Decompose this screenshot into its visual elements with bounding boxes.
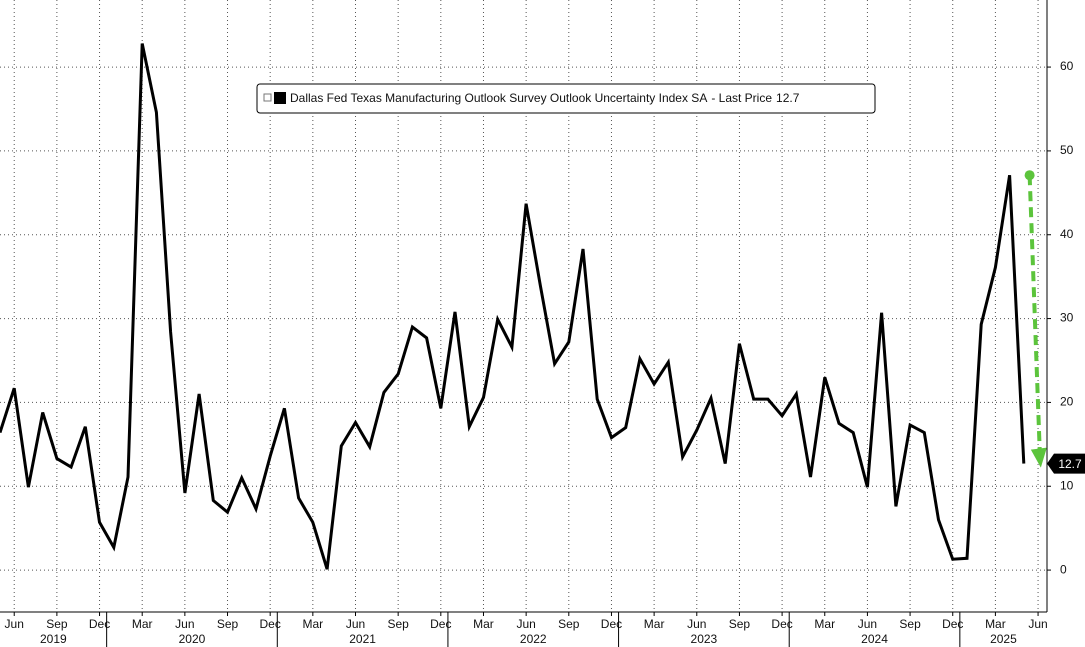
legend-box [256,83,876,114]
x-tick-label: Jun [516,617,535,631]
year-label: 2022 [520,632,547,646]
year-label: 2025 [990,632,1017,646]
last-price-tag [1047,453,1085,474]
x-tick-label: Dec [260,617,281,631]
x-tick-label: Sep [729,617,751,631]
x-tick-label: Dec [430,617,451,631]
x-tick-label: Jun [1028,617,1047,631]
y-tick-label: 60 [1060,59,1074,73]
legend: Dallas Fed Texas Manufacturing Outlook S… [256,83,876,114]
x-tick-label: Sep [899,617,921,631]
year-label: 2021 [349,632,376,646]
x-tick-label: Sep [558,617,580,631]
trend-arrow [1027,175,1042,454]
year-label: 2020 [179,632,206,646]
x-tick-label: Sep [46,617,68,631]
x-tick-label: Sep [217,617,239,631]
x-tick-label: Jun [5,617,24,631]
x-tick-label: Jun [346,617,365,631]
legend-name: Dallas Fed Texas Manufacturing Outlook S… [290,91,707,105]
x-tick-label: Jun [175,617,194,631]
x-tick-label: Mar [644,617,665,631]
legend-text: Dallas Fed Texas Manufacturing Outlook S… [290,91,800,105]
year-label: 2024 [861,632,888,646]
y-tick-label: 40 [1060,227,1074,241]
x-tick-label: Dec [771,617,792,631]
x-tick-label: Dec [601,617,622,631]
legend-swatch [274,92,286,104]
x-tick-label: Dec [942,617,963,631]
y-tick-label: 0 [1060,562,1067,576]
last-price-label: 12.7 [1058,457,1082,471]
x-tick-label: Mar [132,617,153,631]
x-tick-label: Mar [814,617,835,631]
year-label: 2019 [40,632,67,646]
x-tick-label: Sep [387,617,409,631]
year-label: 2023 [691,632,718,646]
x-tick-label: Mar [985,617,1006,631]
arrow-head [1030,447,1047,468]
x-tick-label: Mar [303,617,324,631]
x-tick-label: Jun [687,617,706,631]
legend-expander [263,93,272,102]
x-tick-label: Mar [473,617,494,631]
x-tick-label: Dec [89,617,110,631]
legend-last: 12.7 [776,91,800,105]
data-line [0,43,1026,570]
arrow-start [1024,170,1035,181]
legend-suffix: - Last Price [711,91,772,105]
y-tick-label: 20 [1060,395,1074,409]
x-tick-label: Jun [858,617,877,631]
y-tick-label: 30 [1060,311,1074,325]
y-tick-label: 10 [1060,478,1074,492]
y-tick-label: 50 [1060,143,1074,157]
